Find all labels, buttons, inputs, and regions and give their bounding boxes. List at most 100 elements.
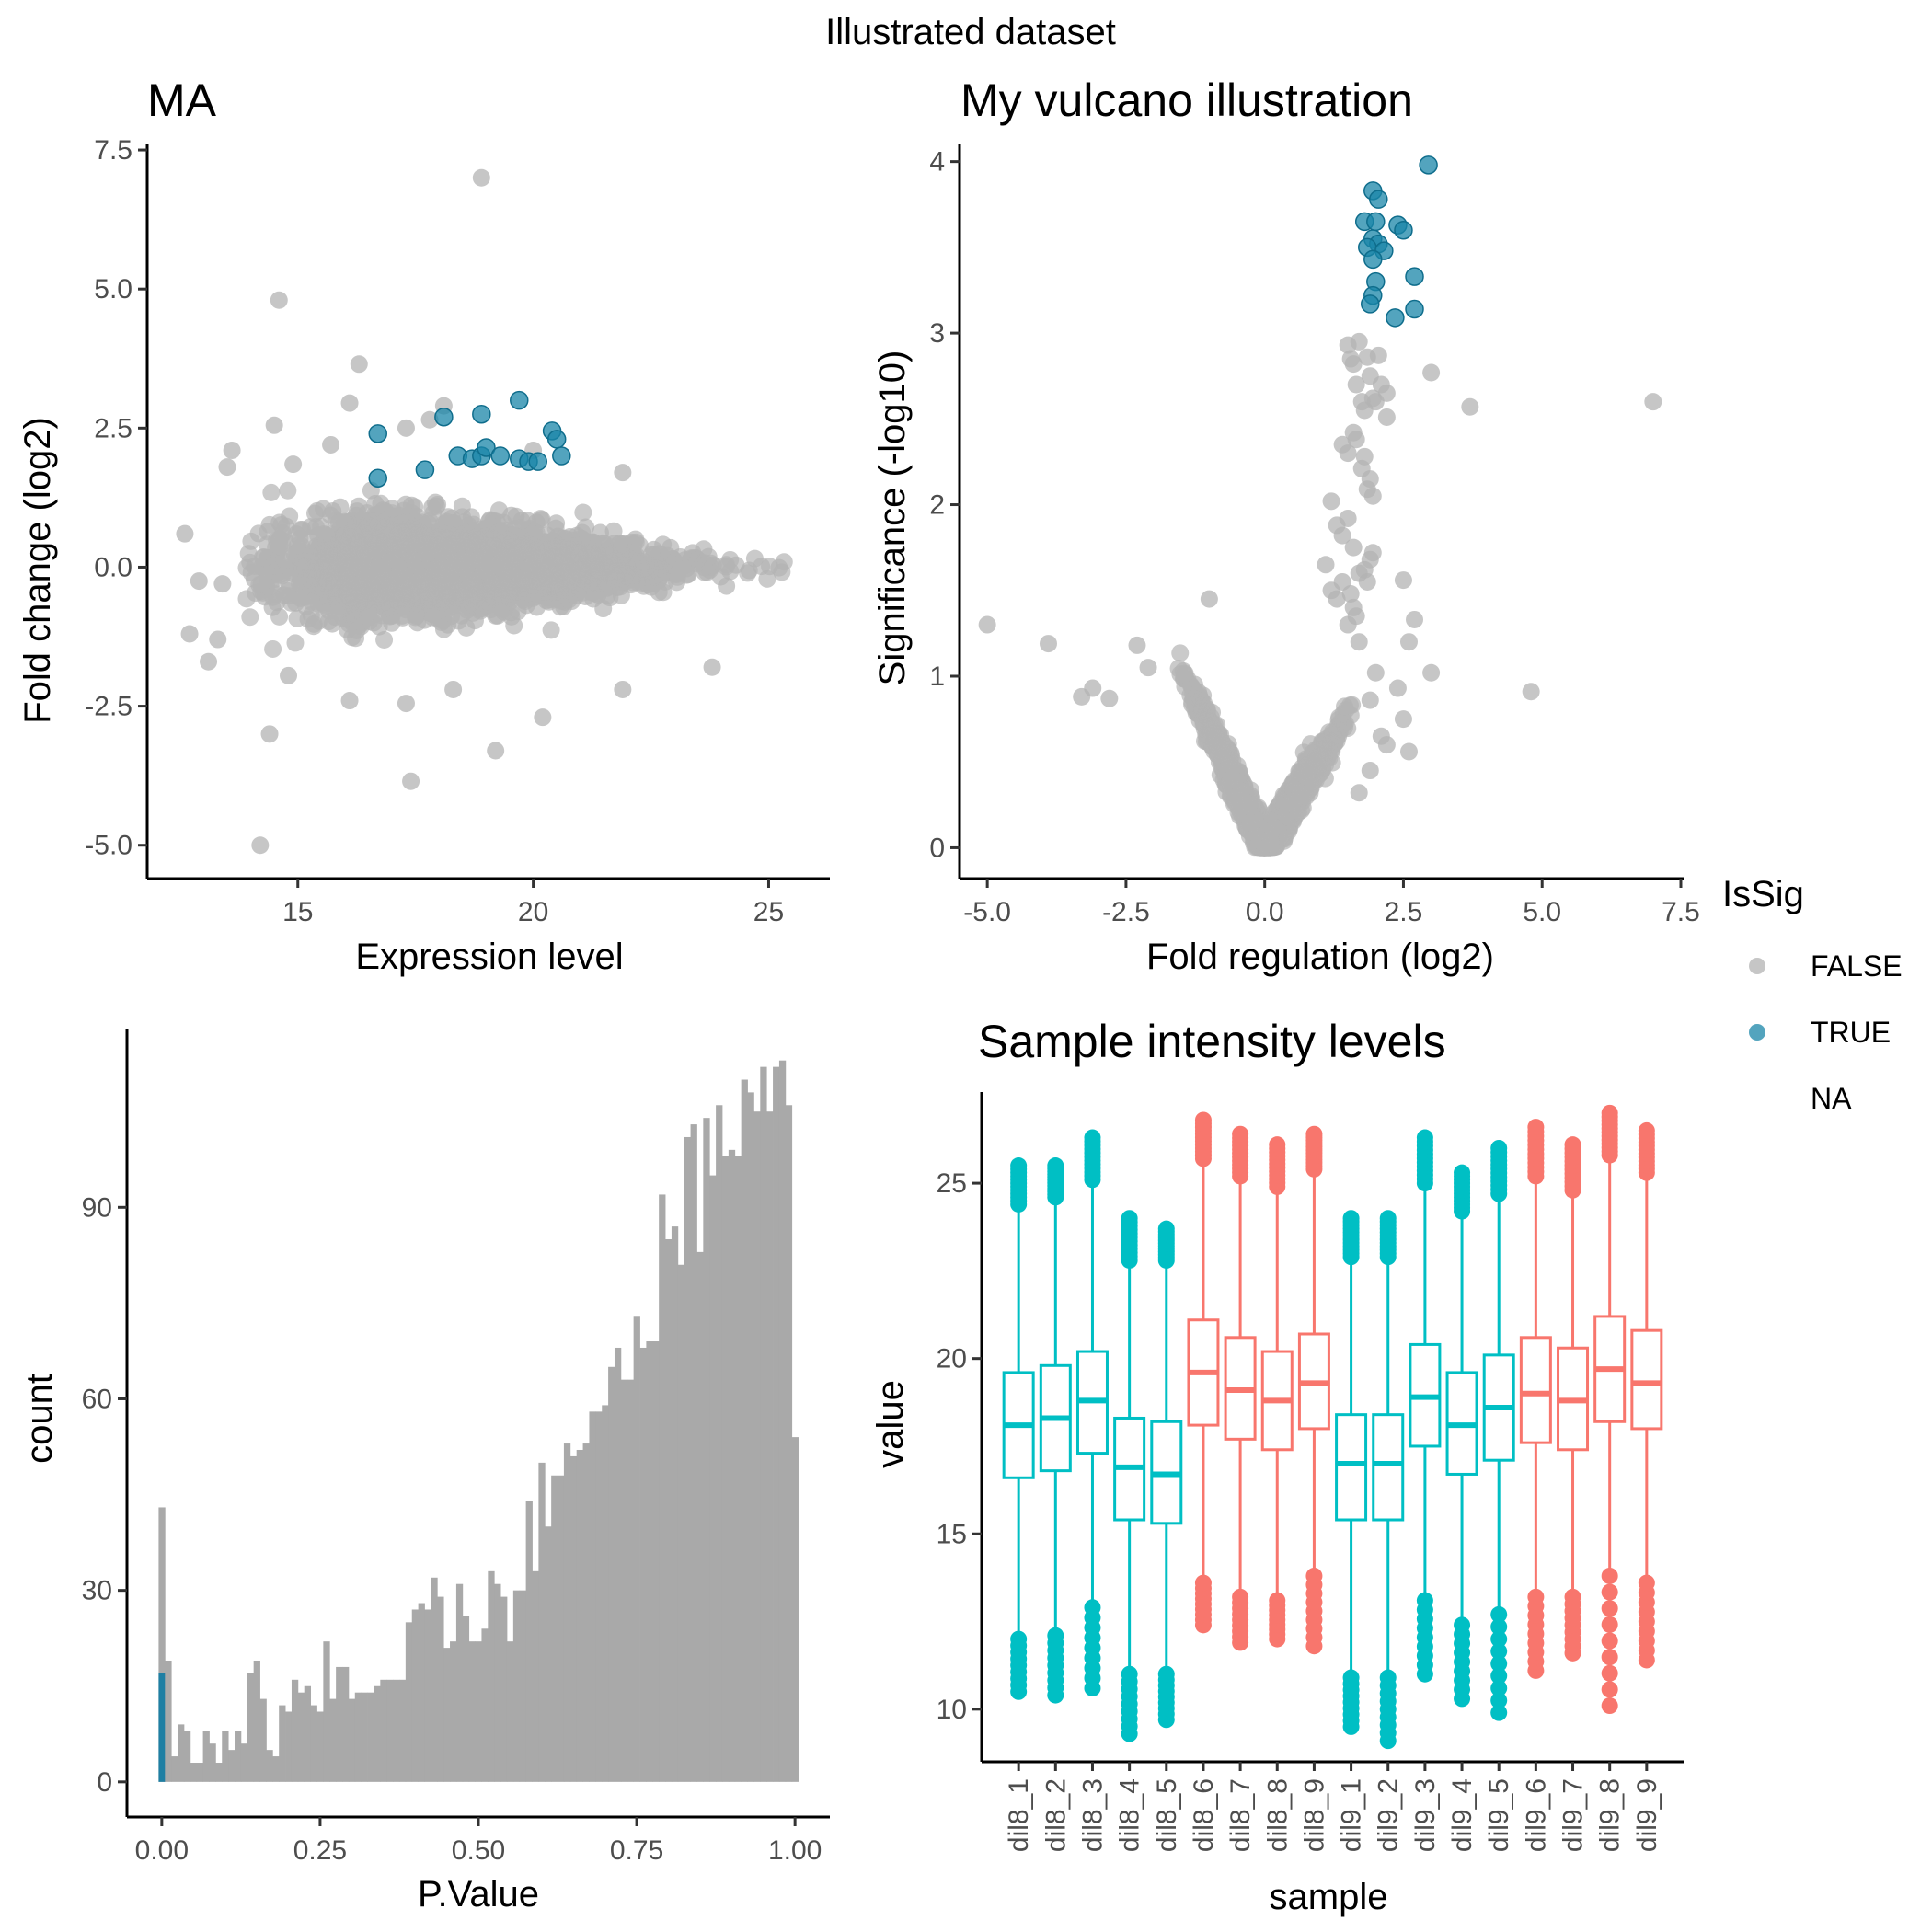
ma-y-axis-title: Fold change (log2) <box>17 417 58 724</box>
ma-point-true <box>528 452 547 471</box>
ma-point-false <box>393 569 411 587</box>
ma-point-false <box>286 634 305 652</box>
ma-point-false <box>542 621 560 639</box>
ma-point-false <box>465 574 483 592</box>
ma-point-false <box>514 569 533 588</box>
ma-point-false <box>264 639 282 658</box>
ma-point-false <box>555 558 573 576</box>
ma-y-tick-label: -2.5 <box>85 692 132 722</box>
ma-point-true <box>546 430 567 449</box>
ma-point-false <box>284 455 303 474</box>
ma-x-tick-label: 20 <box>518 897 548 927</box>
ma-point-false <box>568 526 586 545</box>
ma-point-false <box>270 537 289 556</box>
ma-point-false <box>376 512 395 530</box>
ma-point-false <box>317 571 336 590</box>
ma-point-false <box>703 658 721 676</box>
ma-point-false <box>369 542 387 560</box>
ma-point-false <box>444 680 463 698</box>
ma-point-false <box>574 503 592 522</box>
ma-point-false <box>338 568 356 586</box>
ma-point-false <box>260 725 279 743</box>
ma-x-tick-label: 25 <box>753 897 784 927</box>
ma-point-false <box>291 521 309 539</box>
ma-point-false <box>293 558 312 576</box>
ma-point-false <box>487 742 505 760</box>
ma-point-false <box>614 680 632 698</box>
ma-point-false <box>331 498 350 516</box>
ma-y-tick-label: 2.5 <box>94 413 132 443</box>
ma-point-false <box>529 538 547 557</box>
ma-point-false <box>595 535 614 553</box>
ma-point-false <box>443 575 462 593</box>
ma-point-false <box>394 535 412 554</box>
ma-y-tick-label: 5.0 <box>94 274 132 305</box>
ma-y-tick-label: 0.0 <box>94 552 132 582</box>
ma-point-false <box>470 550 489 569</box>
ma-point-false <box>370 564 388 582</box>
ma-point-false <box>721 550 740 569</box>
ma-point-false <box>449 612 467 630</box>
ma-point-false <box>223 442 241 459</box>
ma-point-false <box>569 544 588 562</box>
ma-point-false <box>209 630 227 649</box>
ma-point-false <box>350 355 368 374</box>
ma-point-false <box>575 570 593 589</box>
ma-point-false <box>469 530 488 548</box>
ma-point-false <box>366 592 385 611</box>
ma-point-false <box>375 630 394 649</box>
ma-point-false <box>190 572 208 591</box>
ma-point-true <box>415 460 435 479</box>
figure-title: Illustrated dataset <box>825 12 1116 52</box>
ma-point-false <box>370 617 388 636</box>
ma-point-false <box>218 458 236 477</box>
ma-point-false <box>279 581 297 600</box>
ma-y-tick-label: 7.5 <box>94 135 132 166</box>
ma-point-false <box>213 575 232 593</box>
ma-point-false <box>343 523 362 542</box>
ma-point-false <box>699 547 718 566</box>
ma-point-false <box>397 419 415 437</box>
ma-point-true <box>434 407 454 427</box>
ma-point-true <box>510 390 529 410</box>
ma-point-false <box>612 539 630 558</box>
ma-point-false <box>340 588 359 606</box>
ma-point-false <box>340 692 359 710</box>
volcano-plot-title: My vulcano illustration <box>960 75 1413 126</box>
ma-point-false <box>361 526 379 545</box>
ma-point-false <box>386 590 405 608</box>
ma-point-false <box>241 608 259 627</box>
ma-point-false <box>393 606 411 625</box>
ma-point-false <box>525 523 544 541</box>
ma-point-false <box>591 562 609 581</box>
ma-plot-panel: MA 15 20 25-5.0-2.50.02.55.07.5 Expression… <box>17 75 830 977</box>
ma-point-false <box>397 695 415 713</box>
ma-point-false <box>302 605 320 624</box>
ma-point-false <box>718 577 736 595</box>
ma-point-false <box>634 553 652 571</box>
ma-point-true <box>472 404 491 424</box>
ma-point-false <box>366 495 385 513</box>
ma-point-false <box>758 569 776 588</box>
ma-point-false <box>745 549 764 568</box>
ma-x-tick-label: 15 <box>282 897 313 927</box>
ma-point-false <box>340 394 359 412</box>
ma-point-false <box>451 529 469 547</box>
ma-point-false <box>241 553 259 571</box>
ma-point-false <box>402 772 420 790</box>
ma-point-false <box>556 586 574 604</box>
ma-point-false <box>453 497 471 515</box>
ma-point-false <box>669 561 687 580</box>
ma-point-false <box>614 464 632 482</box>
ma-point-false <box>320 602 339 620</box>
ma-point-false <box>462 593 480 612</box>
ma-point-false <box>506 552 524 570</box>
ma-x-axis-title: Expression level <box>355 937 623 977</box>
ma-point-false <box>427 497 445 515</box>
ma-point-true <box>368 468 387 488</box>
ma-point-true <box>368 424 387 443</box>
ma-point-false <box>280 666 298 684</box>
ma-point-false <box>408 532 427 550</box>
ma-point-true <box>552 446 571 466</box>
